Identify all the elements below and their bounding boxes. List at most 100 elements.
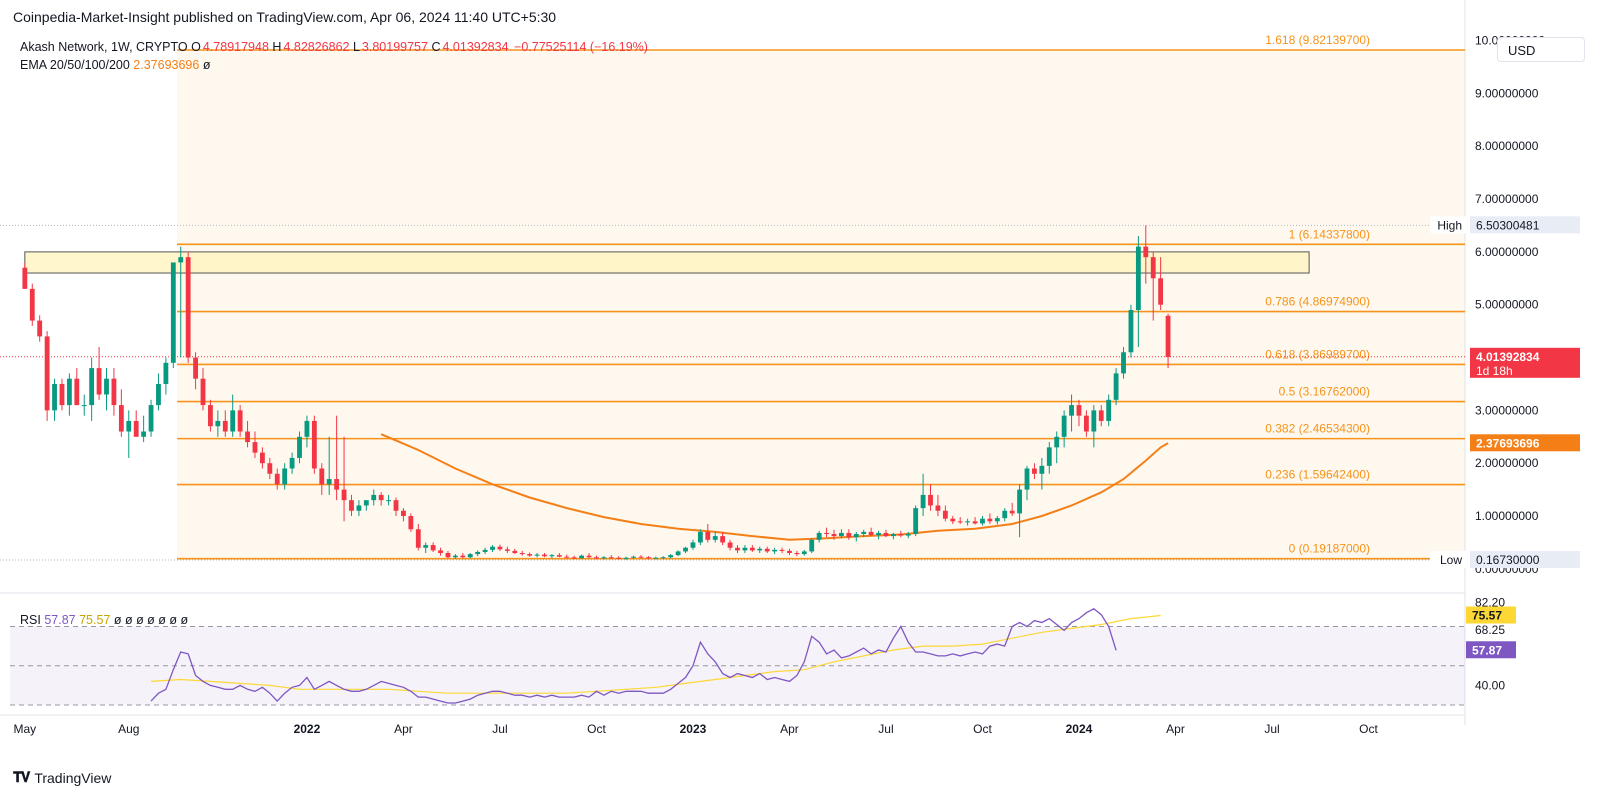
rsi-axis-tick: 82.20 (1475, 595, 1505, 609)
candle-body (215, 420, 221, 427)
time-axis-tick: Jul (1264, 722, 1279, 736)
candle-body (259, 452, 265, 464)
candle-body (616, 557, 622, 559)
low-price-tag: 0.16730000 (1476, 553, 1540, 567)
candle-body (564, 556, 570, 558)
low-value: 3.80199757 (361, 40, 428, 54)
candle-body (193, 357, 198, 379)
candle-body (1046, 447, 1052, 466)
candle-body (363, 500, 369, 506)
candle-body (267, 463, 273, 474)
candle-body (1113, 373, 1119, 400)
candle-body (735, 547, 740, 551)
candle-body (868, 531, 874, 536)
high-value: 4.82826862 (283, 40, 350, 54)
candle-body (631, 556, 636, 558)
time-axis-tick: Apr (780, 722, 799, 736)
symbol-name: Akash Network, 1W, CRYPTO (20, 40, 188, 54)
candle-body (475, 551, 481, 555)
candle-body (846, 532, 852, 538)
candle-body (319, 468, 325, 485)
tradingview-logo-text: TradingView (34, 769, 112, 786)
candle-body (980, 518, 985, 524)
fib-level-label: 0.382 (2.46534300) (1265, 422, 1370, 436)
rsi-axis-tick: 68.25 (1475, 623, 1505, 637)
ema-legend[interactable]: EMA 20/50/100/200 2.37693696 ø (20, 58, 210, 72)
high-label: H (272, 40, 282, 54)
candle-body (1143, 246, 1149, 258)
ema-line (380, 433, 1169, 541)
candle-body (156, 383, 161, 406)
candle-body (594, 557, 599, 559)
ema-price-tag: 2.37693696 (1476, 436, 1540, 450)
candle-body (460, 555, 466, 558)
candle-body (1158, 278, 1164, 305)
candle-body (282, 468, 288, 485)
candle-body (675, 551, 681, 556)
last-price-tag: 4.01392834 (1476, 350, 1540, 364)
candle-body (772, 549, 778, 552)
time-axis-tick: Aug (118, 722, 139, 736)
currency-button[interactable]: USD (1497, 37, 1585, 62)
candle-body (705, 531, 711, 540)
ema-label: EMA 20/50/100/200 (20, 58, 130, 72)
candle-body (96, 368, 102, 395)
candle-body (527, 554, 533, 556)
candle-body (44, 336, 50, 411)
candle-body (1128, 310, 1134, 353)
candle-body (1135, 246, 1141, 310)
candle-body (571, 557, 577, 559)
candle-body (668, 555, 674, 558)
candle-body (876, 532, 881, 536)
candle-body (208, 405, 213, 427)
candle-body (890, 534, 896, 537)
time-axis-tick: Jul (492, 722, 507, 736)
tradingview-logo[interactable]: 𝐓𝐕 TradingView (13, 769, 111, 786)
candle-body (950, 518, 956, 522)
candle-body (430, 545, 436, 551)
time-axis-tick: May (14, 722, 37, 736)
candle-body (504, 549, 510, 551)
candle-body (133, 420, 139, 437)
high-price-tag-side-label: High (1437, 218, 1462, 232)
fib-level-label: 0.786 (4.86974900) (1265, 295, 1370, 309)
fib-level-label: 0.618 (3.86989700) (1265, 347, 1370, 361)
time-axis-tick: 2024 (1066, 722, 1093, 736)
rsi-legend[interactable]: RSI 57.87 75.57 ø ø ø ø ø ø ø (20, 613, 188, 627)
candle-body (178, 257, 184, 263)
candle-body (712, 536, 718, 540)
candle-body (438, 550, 443, 554)
price-axis-tick: 3.00000000 (1475, 403, 1539, 417)
candle-body (608, 557, 614, 559)
candle-body (81, 405, 87, 407)
candle-body (423, 545, 429, 548)
candle-body (549, 555, 555, 557)
candle-body (37, 320, 43, 337)
candle-body (252, 442, 258, 453)
candle-body (408, 516, 414, 530)
candle-body (646, 557, 651, 559)
ema-value: 2.37693696 (133, 58, 200, 72)
candle-body (1002, 510, 1008, 519)
candle-body (289, 457, 295, 469)
candle-body (831, 534, 837, 537)
candle-body (727, 542, 733, 548)
candle-body (148, 405, 154, 432)
candle-body (1083, 415, 1089, 432)
candle-body (697, 531, 703, 543)
candle-body (185, 257, 191, 358)
close-value: 4.01392834 (442, 40, 509, 54)
supply-zone (24, 251, 1310, 274)
candle-body (74, 378, 80, 406)
rsi-extras: ø ø ø ø ø ø ø (113, 613, 189, 627)
low-price-tag-side-label: Low (1440, 553, 1462, 567)
candle-body (920, 494, 926, 509)
time-axis-tick: 2022 (294, 722, 321, 736)
fib-background (177, 50, 1465, 559)
high-price-tag-bg (1470, 216, 1580, 234)
rsi-ma-value: 75.57 (79, 613, 111, 627)
candle-body (749, 547, 755, 551)
rsi-value: 57.87 (44, 613, 76, 627)
